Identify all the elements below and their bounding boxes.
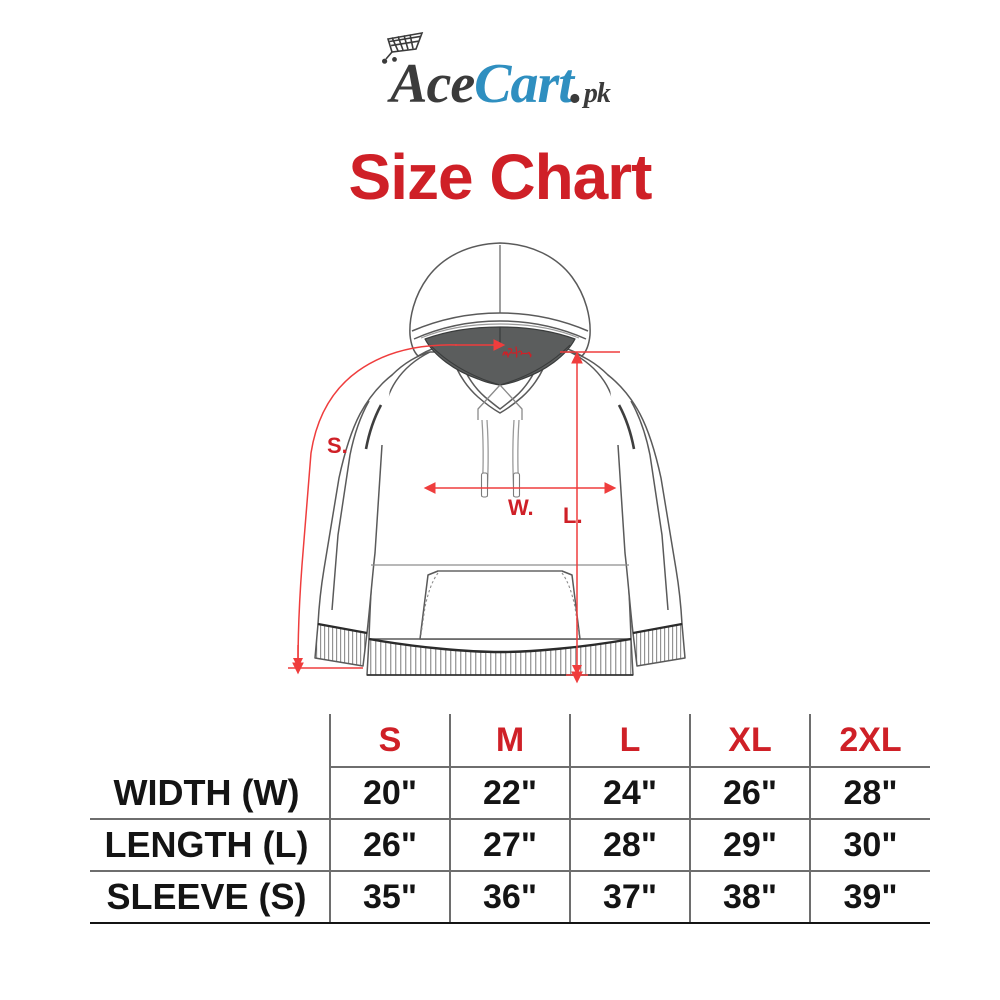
size-chart-table: S M L XL 2XL WIDTH (W) 20" 22" 24" 26" 2… xyxy=(90,714,930,924)
hoodie-line-art xyxy=(314,242,686,676)
cell-sleeve-xl: 38" xyxy=(690,871,811,924)
cell-sleeve-2xl: 39" xyxy=(810,871,930,924)
brand-logo: Ace Cart. pk xyxy=(0,31,1000,116)
table-header-xl: XL xyxy=(690,714,811,768)
row-label-length: LENGTH (L) xyxy=(90,819,331,872)
table-header-s: S xyxy=(330,714,451,768)
cell-length-s: 26" xyxy=(330,819,451,872)
table-corner-cell xyxy=(90,714,331,767)
cell-length-xl: 29" xyxy=(690,819,811,872)
shopping-cart-icon xyxy=(382,31,424,64)
cell-sleeve-s: 35" xyxy=(330,871,451,924)
table-header-m: M xyxy=(450,714,571,768)
measurement-annotations xyxy=(288,339,620,684)
length-measure-label: L. xyxy=(563,503,583,528)
cell-length-2xl: 30" xyxy=(810,819,930,872)
sleeve-measure-curve xyxy=(297,344,458,666)
sleeve-measure-label: S. xyxy=(327,433,348,458)
cell-length-m: 27" xyxy=(450,819,571,872)
table-row: WIDTH (W) 20" 22" 24" 26" 28" xyxy=(90,767,930,820)
row-label-sleeve: SLEEVE (S) xyxy=(90,871,331,924)
cell-sleeve-l: 37" xyxy=(570,871,691,924)
cell-width-m: 22" xyxy=(450,767,571,820)
cell-length-l: 28" xyxy=(570,819,691,872)
page-title: Size Chart xyxy=(348,141,653,213)
table-header-row: S M L XL 2XL xyxy=(90,714,930,768)
cell-width-xl: 26" xyxy=(690,767,811,820)
table-header-l: L xyxy=(570,714,691,768)
table-row: LENGTH (L) 26" 27" 28" 29" 30" xyxy=(90,819,930,872)
cell-width-2xl: 28" xyxy=(810,767,930,820)
cell-width-s: 20" xyxy=(330,767,451,820)
cell-width-l: 24" xyxy=(570,767,691,820)
hoodie-illustration: S. W. L. xyxy=(0,235,1000,705)
brand-text-tld: pk xyxy=(583,78,611,109)
brand-text-cart: Cart xyxy=(474,53,574,115)
garment-brand-script-mark xyxy=(502,346,532,358)
row-label-width: WIDTH (W) xyxy=(90,767,331,820)
table-header-2xl: 2XL xyxy=(810,714,930,768)
brand-text-dot: . xyxy=(569,53,584,115)
width-measure-label: W. xyxy=(508,495,534,520)
table-row: SLEEVE (S) 35" 36" 37" 38" 39" xyxy=(90,871,930,924)
brand-text-ace: Ace xyxy=(390,53,475,115)
cell-sleeve-m: 36" xyxy=(450,871,571,924)
